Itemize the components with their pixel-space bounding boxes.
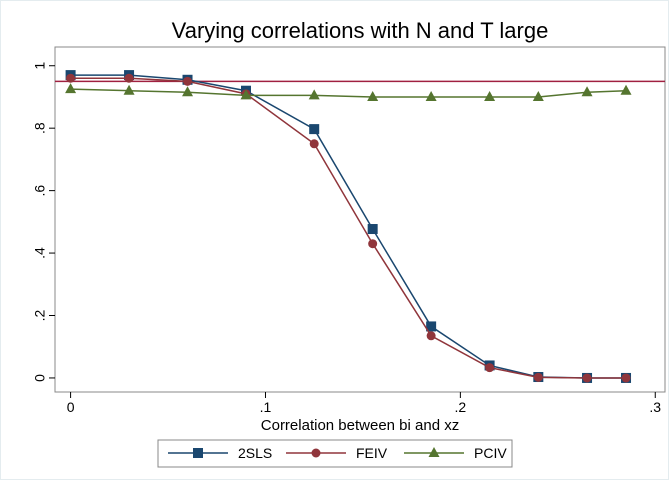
legend-marker	[193, 448, 203, 458]
data-point	[582, 373, 592, 383]
legend-label: 2SLS	[238, 445, 272, 461]
data-point	[308, 89, 320, 100]
x-tick-label: .2	[455, 399, 467, 415]
y-tick-label: 1	[32, 62, 48, 70]
data-point	[485, 363, 495, 373]
data-point	[309, 139, 319, 149]
data-point	[484, 90, 496, 101]
data-point	[183, 76, 193, 86]
y-tick-label: .6	[32, 185, 48, 197]
y-tick-label: .8	[32, 122, 48, 134]
data-point	[66, 73, 76, 83]
data-point	[620, 84, 632, 95]
data-point	[123, 84, 135, 95]
legend-label: PCIV	[474, 445, 507, 461]
data-point	[367, 224, 378, 235]
data-point	[533, 372, 543, 382]
y-tick-label: .4	[32, 247, 48, 259]
plot-area	[54, 46, 666, 393]
x-tick-label: 0	[67, 399, 75, 415]
data-point	[532, 90, 544, 101]
y-tick-label: 0	[32, 374, 48, 382]
data-point	[621, 373, 631, 383]
data-point	[426, 331, 436, 341]
data-point	[182, 86, 194, 97]
data-point	[425, 90, 437, 101]
legend-marker	[311, 448, 321, 458]
data-point	[124, 73, 134, 83]
data-point	[426, 321, 437, 332]
data-point	[367, 90, 379, 101]
data-point	[309, 124, 320, 135]
x-tick-label: .3	[649, 399, 661, 415]
y-tick-label: .2	[32, 309, 48, 321]
data-point	[65, 83, 77, 94]
legend-marker	[428, 447, 440, 457]
legend-label: FEIV	[356, 445, 388, 461]
data-point	[240, 89, 252, 100]
data-point	[368, 239, 378, 249]
x-tick-label: .1	[260, 399, 272, 415]
x-axis-label: Correlation between bi and xz	[261, 417, 459, 434]
chart-title: Varying correlations with N and T large	[172, 18, 549, 43]
data-point	[581, 86, 593, 97]
